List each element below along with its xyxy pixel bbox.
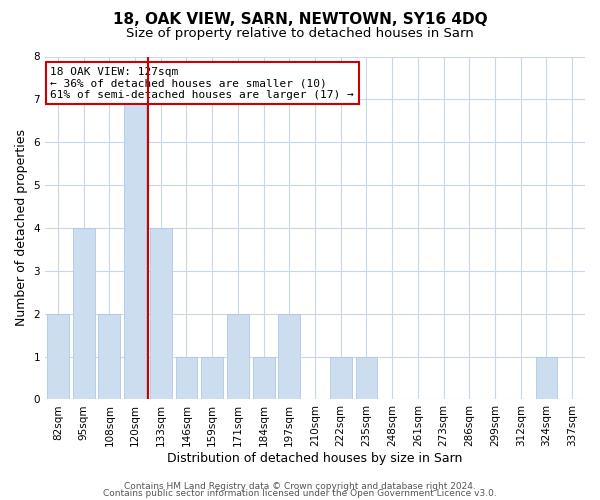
Y-axis label: Number of detached properties: Number of detached properties — [15, 130, 28, 326]
Bar — [150, 228, 172, 400]
Text: Contains public sector information licensed under the Open Government Licence v3: Contains public sector information licen… — [103, 489, 497, 498]
Bar — [47, 314, 69, 400]
Text: 18 OAK VIEW: 127sqm
← 36% of detached houses are smaller (10)
61% of semi-detach: 18 OAK VIEW: 127sqm ← 36% of detached ho… — [50, 67, 354, 100]
Text: Contains HM Land Registry data © Crown copyright and database right 2024.: Contains HM Land Registry data © Crown c… — [124, 482, 476, 491]
Bar — [278, 314, 300, 400]
Text: 18, OAK VIEW, SARN, NEWTOWN, SY16 4DQ: 18, OAK VIEW, SARN, NEWTOWN, SY16 4DQ — [113, 12, 487, 28]
Bar — [536, 356, 557, 400]
Bar — [253, 356, 275, 400]
Text: Size of property relative to detached houses in Sarn: Size of property relative to detached ho… — [126, 28, 474, 40]
Bar — [356, 356, 377, 400]
Bar — [330, 356, 352, 400]
Bar — [227, 314, 249, 400]
Bar — [73, 228, 95, 400]
Bar — [98, 314, 120, 400]
Bar — [124, 100, 146, 400]
Bar — [201, 356, 223, 400]
Bar — [176, 356, 197, 400]
X-axis label: Distribution of detached houses by size in Sarn: Distribution of detached houses by size … — [167, 452, 463, 465]
